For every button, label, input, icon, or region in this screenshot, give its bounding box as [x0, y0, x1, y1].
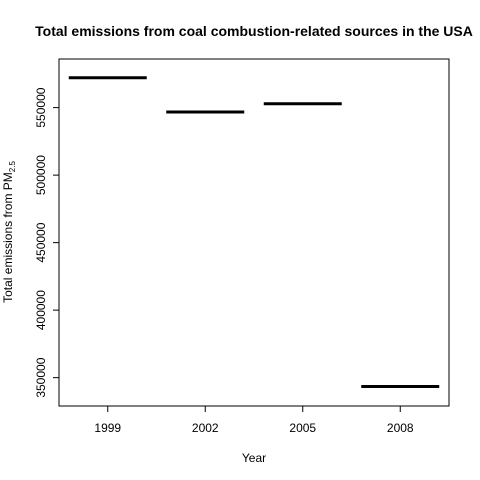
- y-tick-label: 450000: [34, 222, 48, 262]
- x-axis-label: Year: [242, 451, 266, 465]
- x-tick-label: 2002: [192, 421, 219, 435]
- y-axis-label: Total emissions from PM2.5: [1, 161, 17, 303]
- data-segments: [68, 76, 440, 389]
- y-axis-label-subscript: 2.5: [8, 161, 17, 173]
- y-tick-label: 500000: [34, 155, 48, 195]
- y-axis-label-main: Total emissions from PM: [1, 172, 15, 303]
- x-tick-label: 2008: [387, 421, 414, 435]
- y-tick-label: 400000: [34, 290, 48, 330]
- y-tick-label: 550000: [34, 87, 48, 127]
- x-tick-label: 1999: [94, 421, 121, 435]
- chart-title: Total emissions from coal combustion-rel…: [35, 23, 473, 39]
- x-axis: 1999 2002 2005 2008: [94, 405, 414, 435]
- y-axis: 350000 400000 450000 500000 550000: [34, 87, 60, 398]
- x-tick-label: 2005: [289, 421, 316, 435]
- y-tick-label: 350000: [34, 357, 48, 397]
